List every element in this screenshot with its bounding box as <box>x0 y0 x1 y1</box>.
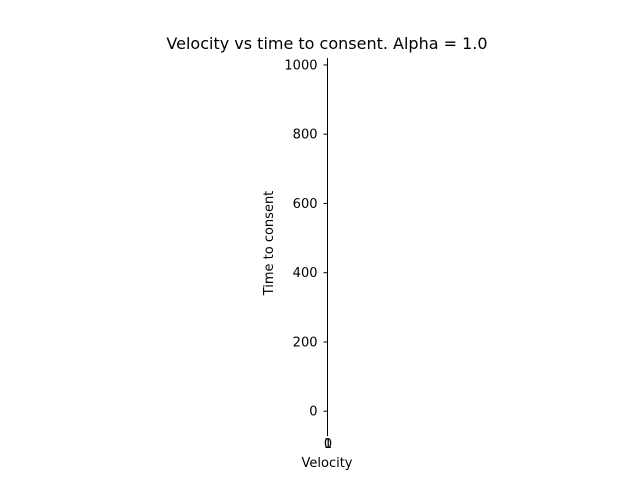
y-tick-label: 600 <box>293 197 318 212</box>
y-tick-label: 400 <box>293 266 318 281</box>
y-tick-label: 200 <box>293 335 318 350</box>
x-tick-label: 1 <box>324 437 332 452</box>
y-axis-label: Time to consent <box>262 191 277 297</box>
y-tick-label: 1000 <box>284 58 317 73</box>
y-tick-label: 800 <box>293 128 318 143</box>
x-axis-ticks: 01 <box>324 432 332 452</box>
y-axis-ticks: 0 200 400 600 800 1000 <box>284 58 328 420</box>
x-tick-label: 0 <box>324 437 332 452</box>
y-tick-label: 0 <box>309 405 317 420</box>
chart-title: Velocity vs time to consent. Alpha = 1.0 <box>166 34 487 53</box>
x-axis-label: Velocity <box>302 456 353 471</box>
